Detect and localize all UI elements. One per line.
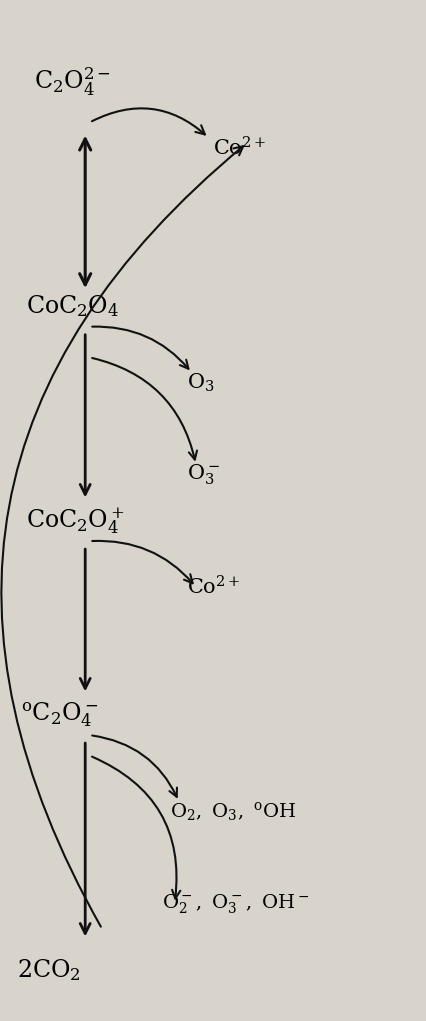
Text: $\mathregular{O_2^-,\ O_3^-,\ OH^-}$: $\mathregular{O_2^-,\ O_3^-,\ OH^-}$	[162, 892, 309, 915]
Text: $\mathregular{O_3}$: $\mathregular{O_3}$	[187, 372, 215, 394]
Text: $\mathregular{O_3^-}$: $\mathregular{O_3^-}$	[187, 463, 220, 487]
Text: $\mathregular{C_2O_4^{2-}}$: $\mathregular{C_2O_4^{2-}}$	[34, 65, 111, 98]
Text: $\mathregular{CoC_2O_4}$: $\mathregular{CoC_2O_4}$	[26, 293, 118, 320]
Text: $\mathregular{CoC_2O_4^+}$: $\mathregular{CoC_2O_4^+}$	[26, 505, 124, 536]
Text: $\mathregular{Co^{2+}}$: $\mathregular{Co^{2+}}$	[187, 576, 241, 598]
Text: $\mathregular{O_2,\ O_3,\ ^oOH}$: $\mathregular{O_2,\ O_3,\ ^oOH}$	[170, 800, 296, 823]
Text: $\mathregular{2CO_2}$: $\mathregular{2CO_2}$	[17, 957, 81, 983]
Text: $\mathregular{^oC_2O_4^-}$: $\mathregular{^oC_2O_4^-}$	[21, 700, 98, 729]
Text: $\mathregular{Co^{2+}}$: $\mathregular{Co^{2+}}$	[213, 137, 267, 159]
